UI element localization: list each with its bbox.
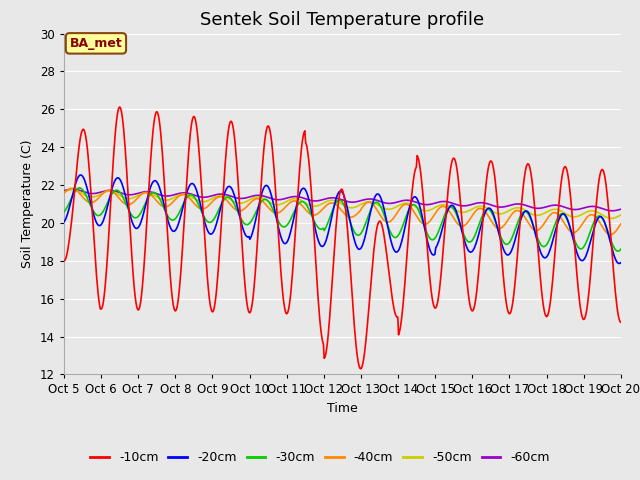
Y-axis label: Soil Temperature (C): Soil Temperature (C): [21, 140, 35, 268]
Legend: -10cm, -20cm, -30cm, -40cm, -50cm, -60cm: -10cm, -20cm, -30cm, -40cm, -50cm, -60cm: [85, 446, 555, 469]
Title: Sentek Soil Temperature profile: Sentek Soil Temperature profile: [200, 11, 484, 29]
X-axis label: Time: Time: [327, 402, 358, 415]
Text: BA_met: BA_met: [70, 37, 122, 50]
